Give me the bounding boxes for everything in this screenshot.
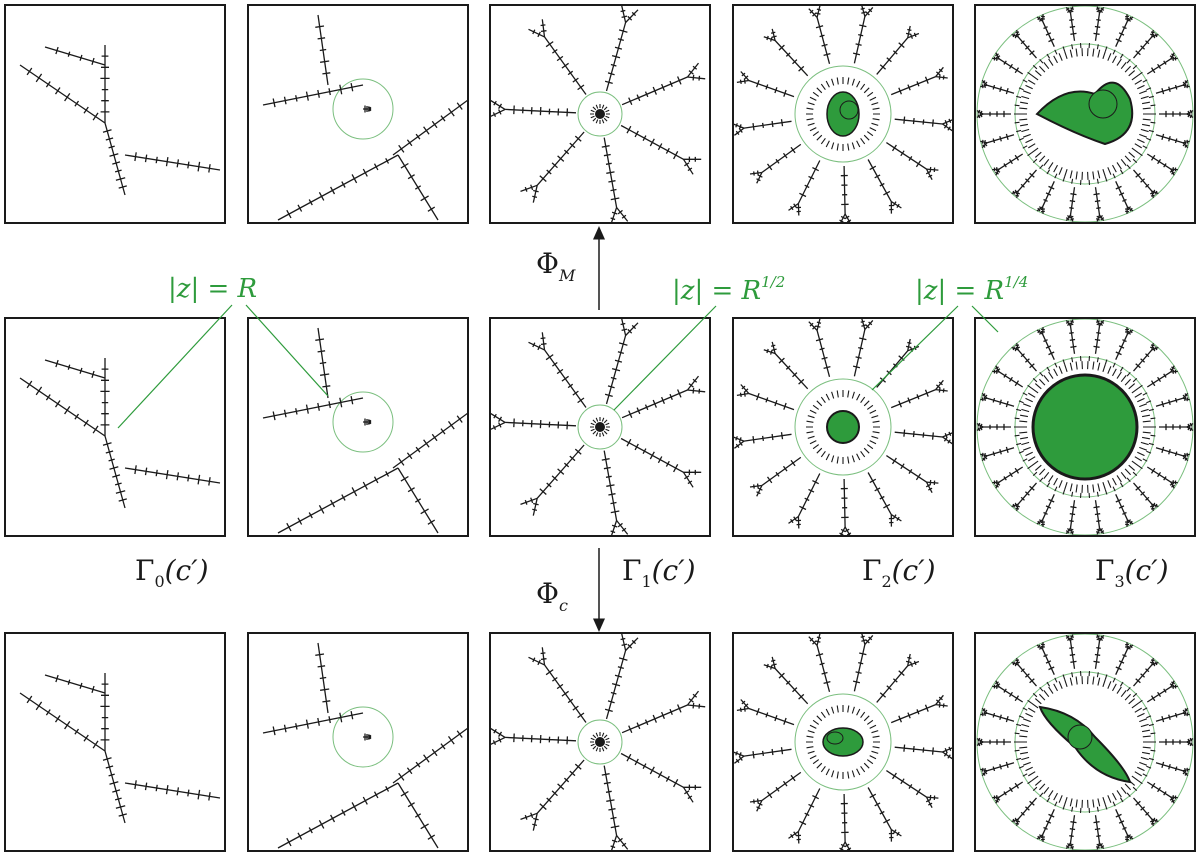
panel-frame xyxy=(732,317,954,537)
panel-frame xyxy=(247,4,469,224)
panel-frame xyxy=(489,632,711,852)
panel-grid xyxy=(4,4,1196,852)
panel-frame xyxy=(4,317,226,537)
gamma-1-label: Γ1(c′) xyxy=(622,554,696,591)
svg-text:|z| = R1/2: |z| = R1/2 xyxy=(672,273,785,306)
panel-middle-1 xyxy=(247,317,469,537)
panel-bottom-1 xyxy=(247,632,469,852)
panel-middle-2 xyxy=(489,317,711,537)
panel-frame xyxy=(732,4,954,224)
circle-label-R: |z| = R xyxy=(117,274,329,429)
panel-frame xyxy=(489,4,711,224)
panel-bottom-3 xyxy=(732,632,954,852)
panel-middle-3 xyxy=(732,317,954,537)
panel-middle-4 xyxy=(974,317,1196,537)
panel-frame xyxy=(732,632,954,852)
panel-bottom-2 xyxy=(489,632,711,852)
gamma-2-label: Γ2(c′) xyxy=(862,554,936,591)
circle-label-R-half: |z| = R1/2 xyxy=(613,273,785,411)
panel-frame xyxy=(247,317,469,537)
panel-top-2 xyxy=(489,4,711,224)
panel-bottom-0 xyxy=(4,632,226,852)
svg-text:|z| = R: |z| = R xyxy=(168,274,257,304)
svg-text:|z| = R1/4: |z| = R1/4 xyxy=(915,273,1028,306)
panel-top-4 xyxy=(974,4,1196,224)
panel-frame xyxy=(974,632,1196,852)
panel-frame xyxy=(247,632,469,852)
panel-frame xyxy=(4,632,226,852)
panel-frame xyxy=(489,317,711,537)
panel-top-0 xyxy=(4,4,226,224)
panel-top-1 xyxy=(247,4,469,224)
panel-top-3 xyxy=(732,4,954,224)
gamma-3-label: Γ3(c′) xyxy=(1095,554,1169,591)
panel-frame xyxy=(974,4,1196,224)
circle-label-R-quarter: |z| = R1/4 xyxy=(871,273,1028,391)
panel-frame xyxy=(974,317,1196,537)
phi-c-label: Φc xyxy=(536,577,568,615)
gamma-0-label: Γ0(c′) xyxy=(135,554,209,591)
panel-middle-0 xyxy=(4,317,226,537)
panel-bottom-4 xyxy=(974,632,1196,852)
panel-frame xyxy=(4,4,226,224)
phi-m-label: ΦM xyxy=(536,247,576,285)
